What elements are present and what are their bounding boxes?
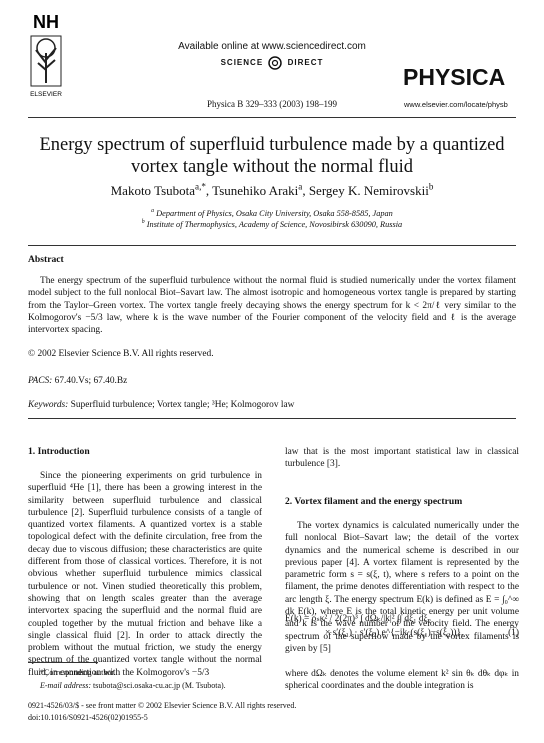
logo-text: NH [33, 12, 59, 32]
affiliation-text: Institute of Thermophysics, Academy of S… [146, 220, 403, 229]
sciencedirect-logo: SCIENCE DIRECT [140, 56, 404, 70]
equation: E(k) = ρₛκ² / 2(2π)³ ∫ dΩₖ/|k|² ∫∫ dξ₁ d… [285, 612, 519, 640]
title: Energy spectrum of superfluid turbulence… [20, 134, 524, 178]
sd-icon [268, 56, 283, 70]
paragraph: where dΩₖ denotes the volume element k² … [285, 669, 519, 692]
affiliation: a Department of Physics, Osaka City Univ… [20, 208, 524, 219]
keywords-value: Superfluid turbulence; Vortex tangle; ³H… [70, 400, 295, 410]
paragraph: The vortex dynamics is calculated numeri… [285, 521, 519, 654]
footer-line: 0921-4526/03/$ - see front matter © 2002… [28, 701, 297, 710]
rule [28, 245, 516, 246]
affiliation-text: Department of Physics, Osaka City Univer… [156, 209, 393, 218]
pacs: PACS: 67.40.Vs; 67.40.Bz [28, 375, 516, 387]
abstract-heading: Abstract [28, 254, 64, 265]
title-line: Energy spectrum of superfluid turbulence… [39, 135, 505, 155]
equation-text: × s′(ξ₁) · s′(ξ₂) e^{−ik·(s(ξ₁)−s(ξ₂))}, [325, 628, 464, 638]
paragraph: law that is the most important statistic… [285, 447, 519, 470]
pacs-label: PACS: [28, 376, 53, 386]
footnote-text: *Corresponding author. [40, 668, 116, 677]
sd-right: DIRECT [287, 58, 324, 68]
author: , Tsunehiko Araki [205, 183, 299, 198]
abstract-copyright: © 2002 Elsevier Science B.V. All rights … [28, 349, 214, 359]
authors: Makoto Tsubotaa,*, Tsunehiko Arakia, Ser… [20, 181, 524, 199]
equation-line: E(k) = ρₛκ² / 2(2π)³ ∫ dΩₖ/|k|² ∫∫ dξ₁ d… [285, 614, 431, 624]
journal-logo: PHYSICA [403, 64, 506, 90]
equation-number: (1) [508, 628, 519, 638]
equation-line: × s′(ξ₁) · s′(ξ₂) e^{−ik·(s(ξ₁)−s(ξ₂))},… [285, 626, 519, 640]
email-label: E-mail address: [40, 681, 92, 690]
author-sup: a [298, 181, 303, 192]
paragraph: Since the pioneering experiments on grid… [28, 471, 262, 678]
rule [28, 418, 516, 419]
footnote-email: E-mail address: tsubota@sci.osaka-cu.ac.… [28, 681, 262, 690]
pacs-value: 67.40.Vs; 67.40.Bz [54, 376, 128, 386]
affiliation: b Institute of Thermophysics, Academy of… [20, 219, 524, 230]
author-sup: b [428, 181, 434, 192]
author: , Sergey K. Nemirovskii [302, 183, 429, 198]
author: Makoto Tsubota [110, 183, 196, 198]
footnote-rule [28, 662, 98, 663]
footer-doi: doi:10.1016/S0921-4526(02)01955-5 [28, 713, 148, 722]
affiliations: a Department of Physics, Osaka City Univ… [20, 208, 524, 230]
journal-url: www.elsevier.com/locate/physb [404, 100, 508, 109]
footnote-corresponding: *Corresponding author. [28, 668, 116, 677]
title-line: vortex tangle without the normal fluid [130, 157, 414, 177]
publisher-name: ELSEVIER [30, 91, 62, 98]
header-rule [28, 117, 516, 118]
keywords: Keywords: Superfluid turbulence; Vortex … [28, 399, 516, 411]
available-online: Available online at www.sciencedirect.co… [178, 41, 366, 52]
journal-ref: Physica B 329–333 (2003) 198–199 [207, 99, 337, 109]
abstract-text: The energy spectrum of the superfluid tu… [28, 276, 516, 336]
affiliation-sup: a [151, 208, 155, 215]
sd-left: SCIENCE [220, 58, 264, 68]
publisher-logo: NH ELSEVIER [30, 12, 62, 98]
keywords-label: Keywords: [28, 400, 69, 410]
section-heading: 2. Vortex filament and the energy spectr… [285, 496, 463, 507]
section-heading: 1. Introduction [28, 446, 90, 457]
author-sup: a,* [195, 181, 206, 192]
email: tsubota@sci.osaka-cu.ac.jp (M. Tsubota). [93, 681, 226, 690]
affiliation-sup: b [141, 219, 145, 226]
